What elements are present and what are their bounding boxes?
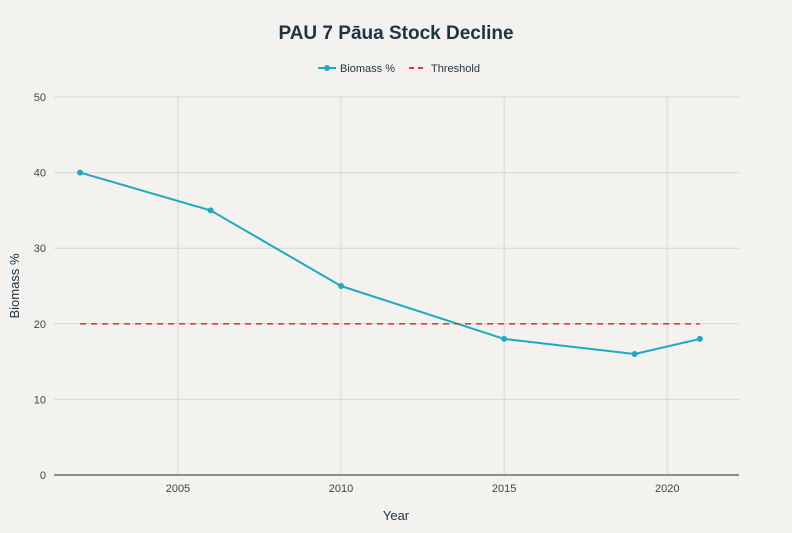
data-point-2021 [696, 335, 703, 342]
y-tick-label-10: 10 [34, 394, 46, 406]
data-point-2006 [207, 207, 214, 214]
data-point-2010 [338, 283, 345, 289]
y-axis-label: Biomass % [7, 253, 22, 318]
y-tick-label-50: 50 [34, 92, 46, 104]
x-tick-label-2020: 2020 [655, 483, 679, 495]
legend-label-0: Biomass % [340, 63, 395, 75]
legend-marker-0 [324, 65, 330, 71]
y-tick-label-30: 30 [34, 243, 46, 255]
y-tick-label-20: 20 [34, 319, 46, 331]
x-axis-label: Year [383, 508, 410, 523]
data-point-2019 [631, 351, 638, 358]
grid [54, 96, 739, 475]
data-point-2015 [501, 335, 508, 342]
tick-labels: 0 10 20 30 40 50 2005 2010 2015 2020 [34, 92, 680, 495]
x-tick-label-2005: 2005 [166, 483, 190, 495]
y-tick-label-0: 0 [40, 470, 46, 482]
y-tick-label-40: 40 [34, 168, 46, 180]
series-line-0 [79, 171, 701, 356]
data-point-2002 [77, 169, 84, 176]
legend-label-1: Threshold [431, 63, 480, 75]
series-layer [77, 169, 703, 358]
chart-title: PAU 7 Pāua Stock Decline [278, 23, 513, 44]
legend: Biomass % Threshold [318, 63, 480, 75]
x-tick-label-2015: 2015 [492, 483, 516, 495]
x-tick-label-2010: 2010 [329, 483, 353, 495]
